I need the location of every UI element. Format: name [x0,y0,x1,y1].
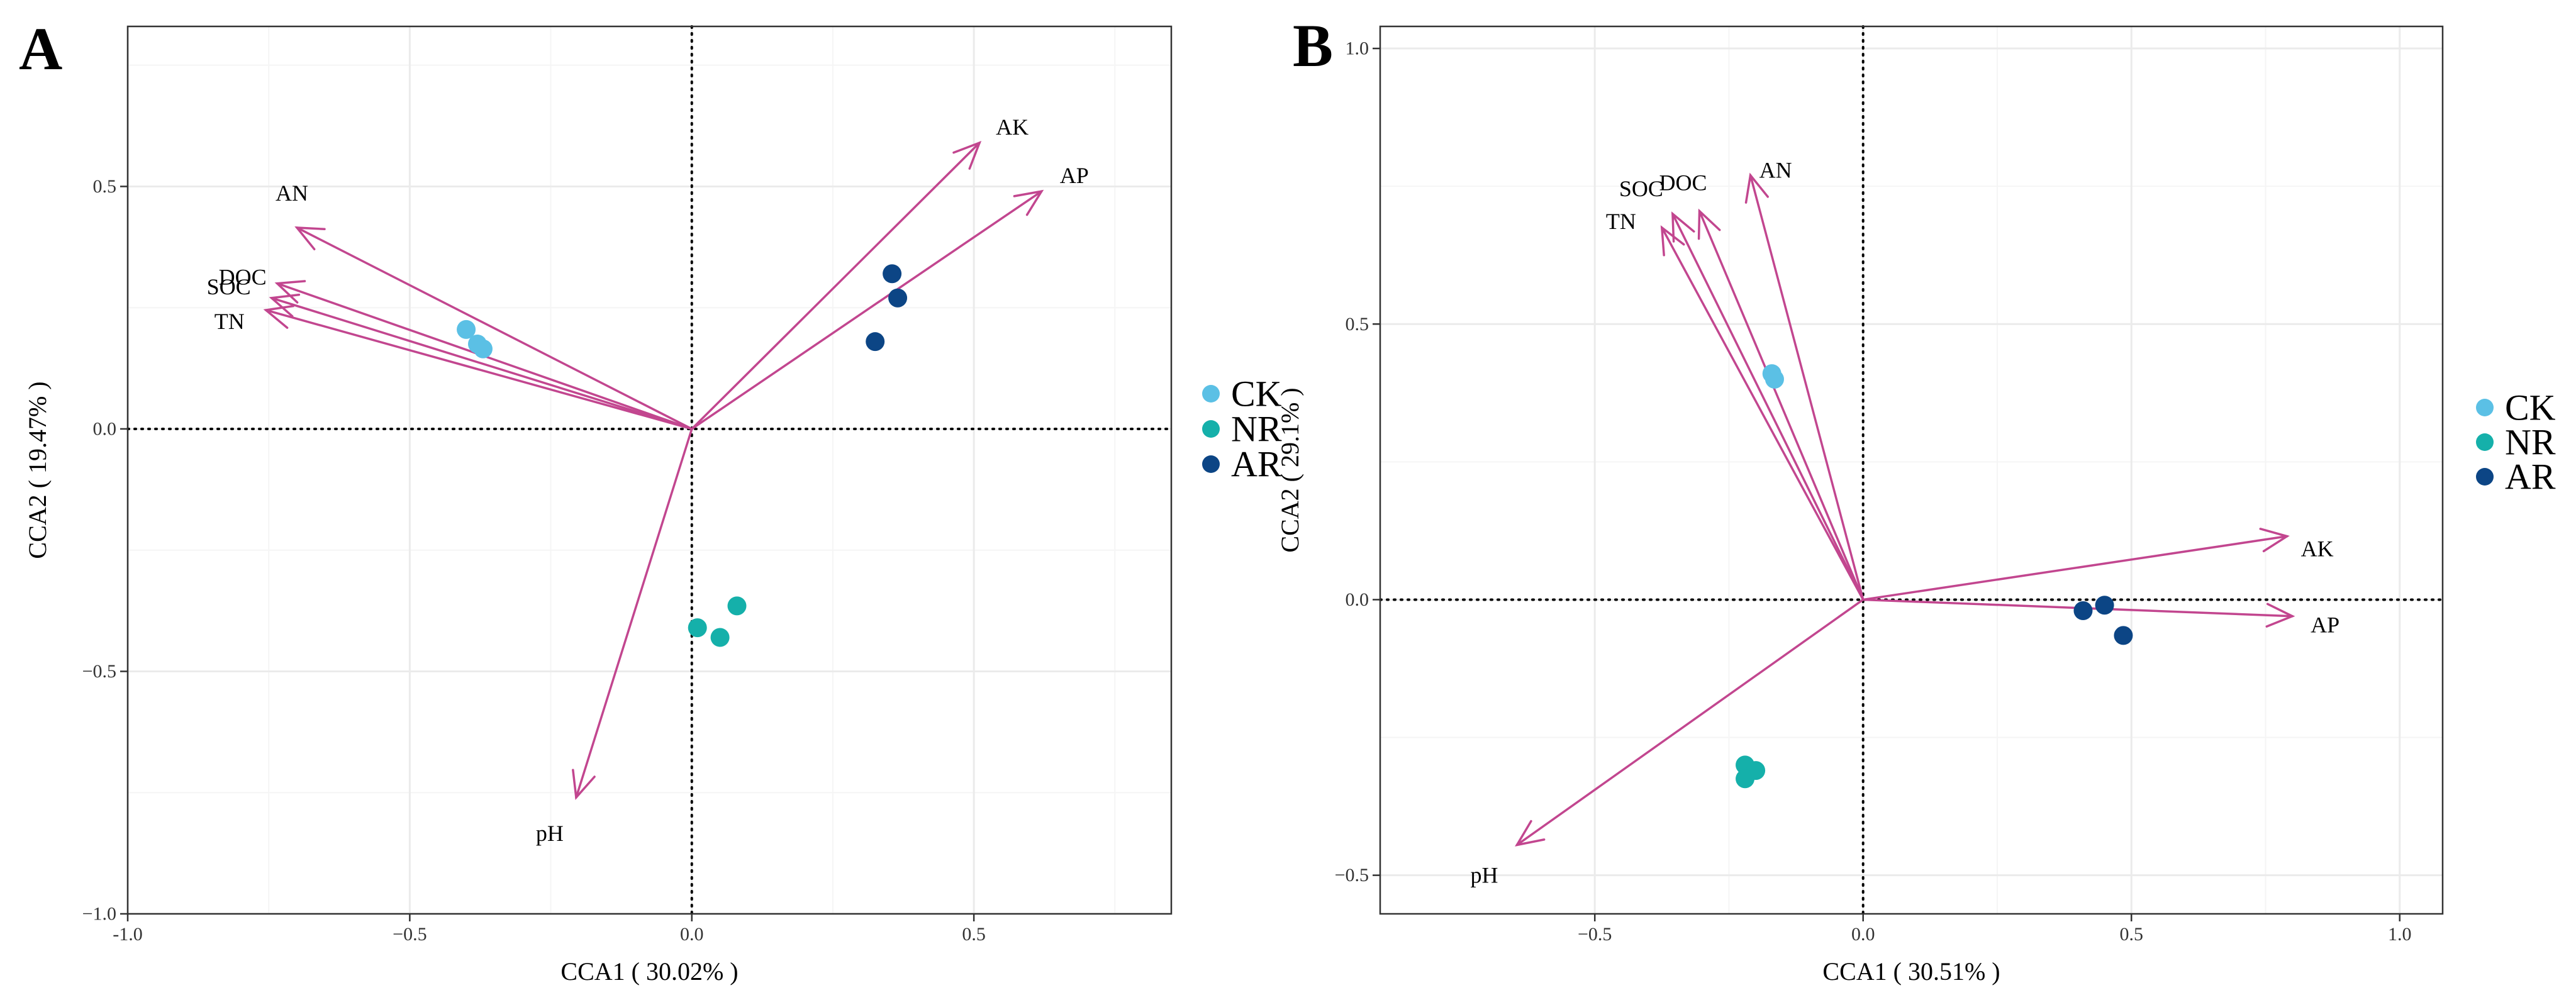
vector-label-ap: AP [1060,163,1089,188]
legend-key-ar [2476,468,2494,486]
y-tick-label: 0.5 [93,176,117,197]
legend-key-ar [1202,455,1220,473]
legend-key-nr [1202,420,1220,438]
vector-label-an: AN [1759,158,1792,183]
legend-label-ar: AR [2505,457,2556,497]
legend-label-ck: CK [2505,387,2556,428]
y-tick-label: 0.0 [1346,589,1369,610]
point-ar [883,264,902,284]
vector-arrow-ap [691,190,1043,430]
vector-arrow-soc [1671,213,1865,601]
vector-label-ph: pH [536,821,564,846]
x-tick-label: 0.0 [680,924,704,945]
vector-arrow-tn [264,309,693,430]
legend-key-ck [2476,399,2494,416]
x-tick-label: −0.5 [1578,924,1612,945]
x-tick-label: 0.0 [1851,924,1875,945]
x-tick-label: 0.5 [962,924,986,945]
legend-label-ck: CK [1231,374,1282,414]
panel-label: A [19,15,62,82]
x-tick-label: -1.0 [113,924,143,945]
y-tick-label: 0.5 [1346,314,1369,335]
x-tick-label: −0.5 [393,924,427,945]
vector-label-tn: TN [1606,209,1636,234]
plot-background [1380,26,2443,914]
legend-label-nr: NR [2505,422,2556,463]
point-ck [473,339,493,358]
vector-label-ak: AK [2301,536,2334,562]
point-ck [1762,364,1781,384]
y-tick-label: 1.0 [1346,38,1369,59]
vector-head-ph [1515,819,1546,847]
y-tick-label: −0.5 [82,661,116,682]
vector-label-ph: pH [1471,862,1498,887]
x-axis-title: CCA1 ( 30.51% ) [1822,957,2000,986]
vector-arrow-ph [575,428,693,799]
point-nr [710,628,730,647]
vector-head-an [1744,172,1769,204]
vector-head-an [294,226,326,250]
legend-key-nr [2476,433,2494,451]
vector-arrow-ph [1515,598,1865,847]
vector-head-soc [1671,211,1695,243]
y-axis-title: CCA2 ( 29.1% ) [1276,387,1304,552]
vector-head-ap [2265,603,2295,628]
vector-label-tn: TN [215,309,245,334]
point-ck [457,319,476,339]
vector-arrow-ak [1861,535,2289,601]
point-ar [866,332,885,352]
vector-label-ap: AP [2311,613,2339,638]
y-tick-label: −1.0 [82,904,116,925]
y-axis-title: CCA2 ( 19.47% ) [23,381,52,558]
point-ar [2114,626,2133,645]
point-ar [2073,601,2093,620]
vector-head-ak [952,141,982,170]
vector-head-ph [572,769,596,801]
vector-label-soc: SOC [207,274,251,299]
vector-label-doc: DOC [1659,170,1707,196]
vector-label-an: AN [276,181,308,206]
vector-head-tn [1660,225,1685,257]
x-tick-label: 0.5 [2119,924,2143,945]
y-tick-label: 0.0 [93,418,117,439]
vector-arrow-ak [691,142,981,430]
vector-label-doc: DOC [219,265,267,290]
vector-arrow-tn [1661,226,1865,601]
point-ar [888,288,908,308]
vector-label-soc: SOC [1619,176,1663,201]
panel-label: B [1293,12,1333,79]
point-ar [2095,596,2114,615]
vector-arrow-soc [270,297,693,430]
vector-head-ap [1013,189,1044,216]
vector-arrow-doc [1698,209,1865,601]
vector-arrow-an [296,226,693,430]
plot-background [128,26,1171,914]
vector-head-doc [1697,208,1721,240]
x-tick-label: 1.0 [2388,924,2412,945]
point-nr [688,618,707,638]
plot-frame [126,25,1173,915]
point-nr [1736,769,1755,789]
y-tick-label: −0.5 [1335,865,1369,886]
x-axis-title: CCA1 ( 30.02% ) [560,957,738,986]
vector-head-ak [2259,528,2290,553]
vector-head-soc [269,293,301,318]
vector-label-ak: AK [996,114,1029,140]
legend-label-ar: AR [1231,444,1282,485]
vector-head-tn [263,304,294,329]
vector-arrow-an [1749,174,1865,601]
plot-frame [1379,25,2444,915]
legend-key-ck [1202,385,1220,403]
legend-label-nr: NR [1231,409,1282,450]
point-nr [727,596,747,616]
